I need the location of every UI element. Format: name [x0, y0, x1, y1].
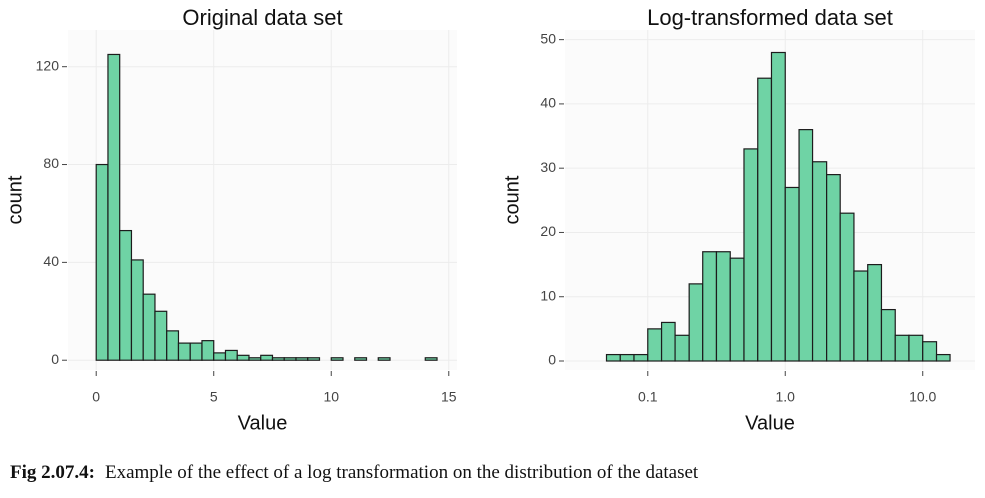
histogram-bar — [605, 353, 621, 362]
histogram-bar — [619, 353, 635, 362]
histogram-bar — [166, 330, 180, 361]
histogram-bar — [853, 270, 869, 362]
histogram-bar — [715, 251, 731, 362]
x-tick-label: 15 — [441, 389, 457, 405]
histogram-bar — [880, 308, 896, 362]
histogram-bar — [784, 186, 800, 362]
x-tick-label: 0.1 — [638, 389, 658, 405]
y-axis-label: count — [4, 175, 26, 224]
histogram-bar — [154, 310, 168, 361]
histogram-bar — [107, 53, 121, 361]
x-tick-label: 1.0 — [776, 389, 796, 405]
histogram-bar — [702, 251, 718, 362]
chart-title: Original data set — [182, 5, 342, 30]
histogram-bar — [354, 357, 368, 361]
histogram-bar — [95, 163, 109, 361]
histogram-bar — [729, 257, 745, 362]
histogram-bar — [260, 354, 274, 361]
histogram-bar — [236, 354, 250, 361]
caption-text: Example of the effect of a log transform… — [105, 462, 699, 483]
x-tick-label: 5 — [210, 389, 218, 405]
chart-title: Log-transformed data set — [647, 5, 893, 30]
x-tick-label: 0 — [92, 389, 100, 405]
histogram-bar — [660, 321, 676, 362]
x-tick-label: 10 — [323, 389, 339, 405]
caption-label: Fig 2.07.4: — [10, 462, 95, 483]
histogram-bar — [130, 259, 144, 361]
y-tick-label: 50 — [540, 30, 556, 46]
y-tick-label: 80 — [43, 155, 59, 171]
histogram-bar — [647, 328, 663, 362]
histogram-bar — [798, 129, 814, 362]
histogram-bar — [295, 357, 309, 361]
histogram-bar — [867, 263, 883, 362]
histogram-bar — [894, 334, 910, 362]
histogram-bar — [142, 293, 156, 361]
histogram-bar — [757, 77, 773, 362]
histogram-bar — [424, 357, 438, 361]
histogram-bar — [674, 334, 690, 362]
histogram-bar — [248, 357, 262, 361]
y-tick-label: 20 — [540, 223, 556, 239]
caption: Fig 2.07.4: Example of the effect of a lo… — [10, 462, 699, 483]
y-tick-label: 0 — [51, 351, 59, 367]
y-tick-label: 0 — [548, 352, 556, 368]
histogram-bar — [330, 357, 344, 361]
histogram-bar — [826, 174, 841, 362]
histogram-bar — [271, 357, 285, 361]
histogram-bar — [688, 283, 704, 362]
histogram-bar — [224, 349, 238, 361]
histogram-bar — [189, 342, 203, 361]
y-tick-label: 40 — [540, 95, 556, 111]
y-tick-label: 120 — [36, 57, 60, 73]
histogram-bar — [377, 357, 391, 361]
histogram-bar — [839, 212, 855, 362]
histogram-bar — [743, 148, 759, 362]
y-axis-label: count — [501, 175, 523, 224]
histogram-bar — [633, 353, 649, 362]
histogram-bar — [908, 334, 924, 362]
x-axis-label: Value — [745, 412, 795, 434]
histogram-bar — [307, 357, 321, 361]
histogram-bar — [935, 353, 951, 362]
y-tick-label: 30 — [540, 159, 556, 175]
y-tick-label: 10 — [540, 287, 556, 303]
histogram-bar — [177, 342, 191, 361]
histogram-bar — [922, 341, 938, 362]
x-axis-label: Value — [238, 412, 288, 434]
x-tick-label: 10.0 — [909, 389, 936, 405]
histogram-bar — [770, 51, 786, 362]
y-tick-label: 40 — [43, 253, 59, 269]
histogram-bar — [283, 357, 297, 361]
histogram-bar — [213, 352, 227, 361]
histogram-bar — [201, 340, 215, 361]
histogram-bar — [119, 229, 133, 361]
histogram-bar — [811, 161, 828, 362]
